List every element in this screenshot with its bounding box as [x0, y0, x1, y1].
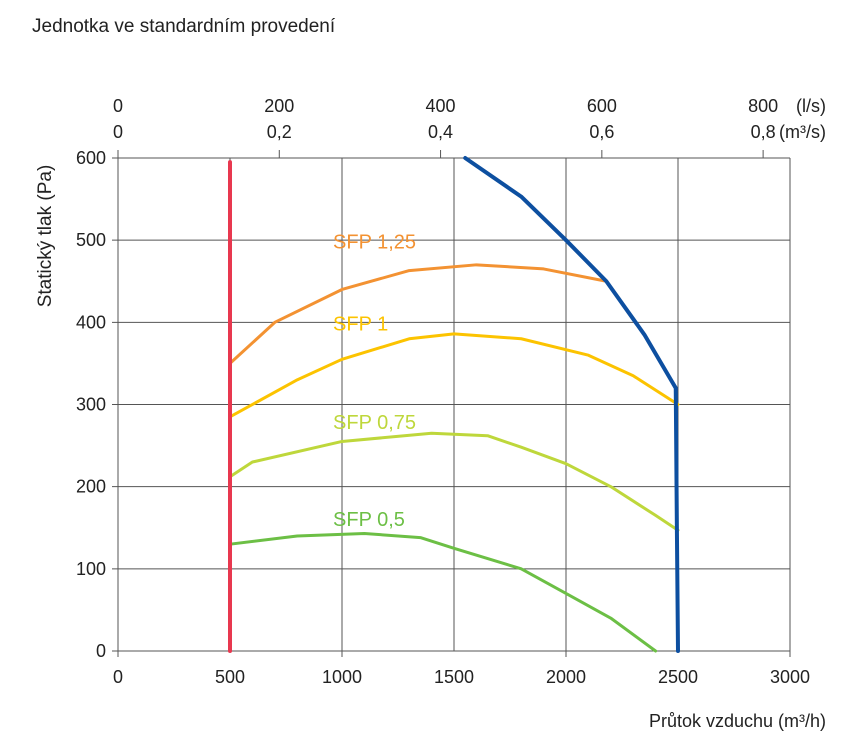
series-line-sfp-0-5 — [228, 532, 658, 653]
top-tick-label-m3s: 0 — [113, 122, 123, 142]
top-tick-label-m3s: 0,6 — [589, 122, 614, 142]
top-tick-label-ls: 600 — [587, 96, 617, 116]
x-tick-label: 3000 — [770, 667, 810, 687]
x-axis-label: Průtok vzduchu (m³/h) — [649, 711, 826, 731]
series-label: SFP 1 — [333, 314, 388, 336]
y-tick-label: 500 — [76, 230, 106, 250]
x-tick-label: 2000 — [546, 667, 586, 687]
top-tick-label-m3s: 0,4 — [428, 122, 453, 142]
series-label: SFP 0,75 — [333, 412, 416, 434]
y-tick-label: 300 — [76, 395, 106, 415]
top-tick-label-m3s: 0,8 — [751, 122, 776, 142]
top-axis-unit-ls: (l/s) — [796, 96, 826, 116]
top-tick-label-ls: 400 — [426, 96, 456, 116]
series-line-max-curve — [463, 156, 680, 653]
top-tick-label-ls: 800 — [748, 96, 778, 116]
x-tick-label: 1500 — [434, 667, 474, 687]
y-tick-label: 100 — [76, 559, 106, 579]
y-tick-label: 400 — [76, 312, 106, 332]
y-axis-label: Statický tlak (Pa) — [35, 165, 56, 308]
series-line-sfp-0-75 — [228, 431, 680, 532]
chart-title: Jednotka ve standardním provedení — [32, 16, 336, 37]
y-tick-label: 600 — [76, 148, 106, 168]
top-tick-label-ls: 200 — [264, 96, 294, 116]
x-tick-label: 500 — [215, 667, 245, 687]
series-label: SFP 0,5 — [333, 509, 405, 531]
top-axis-unit-m3s: (m³/s) — [779, 122, 826, 142]
x-tick-label: 1000 — [322, 667, 362, 687]
series-label: SFP 1,25 — [333, 231, 416, 253]
y-tick-label: 0 — [96, 641, 106, 661]
series-line-sfp-1-25 — [228, 263, 608, 365]
x-tick-label: 0 — [113, 667, 123, 687]
series-line-sfp-1 — [228, 332, 680, 419]
top-tick-label-ls: 0 — [113, 96, 123, 116]
y-tick-label: 200 — [76, 477, 106, 497]
top-tick-label-m3s: 0,2 — [267, 122, 292, 142]
x-tick-label: 2500 — [658, 667, 698, 687]
